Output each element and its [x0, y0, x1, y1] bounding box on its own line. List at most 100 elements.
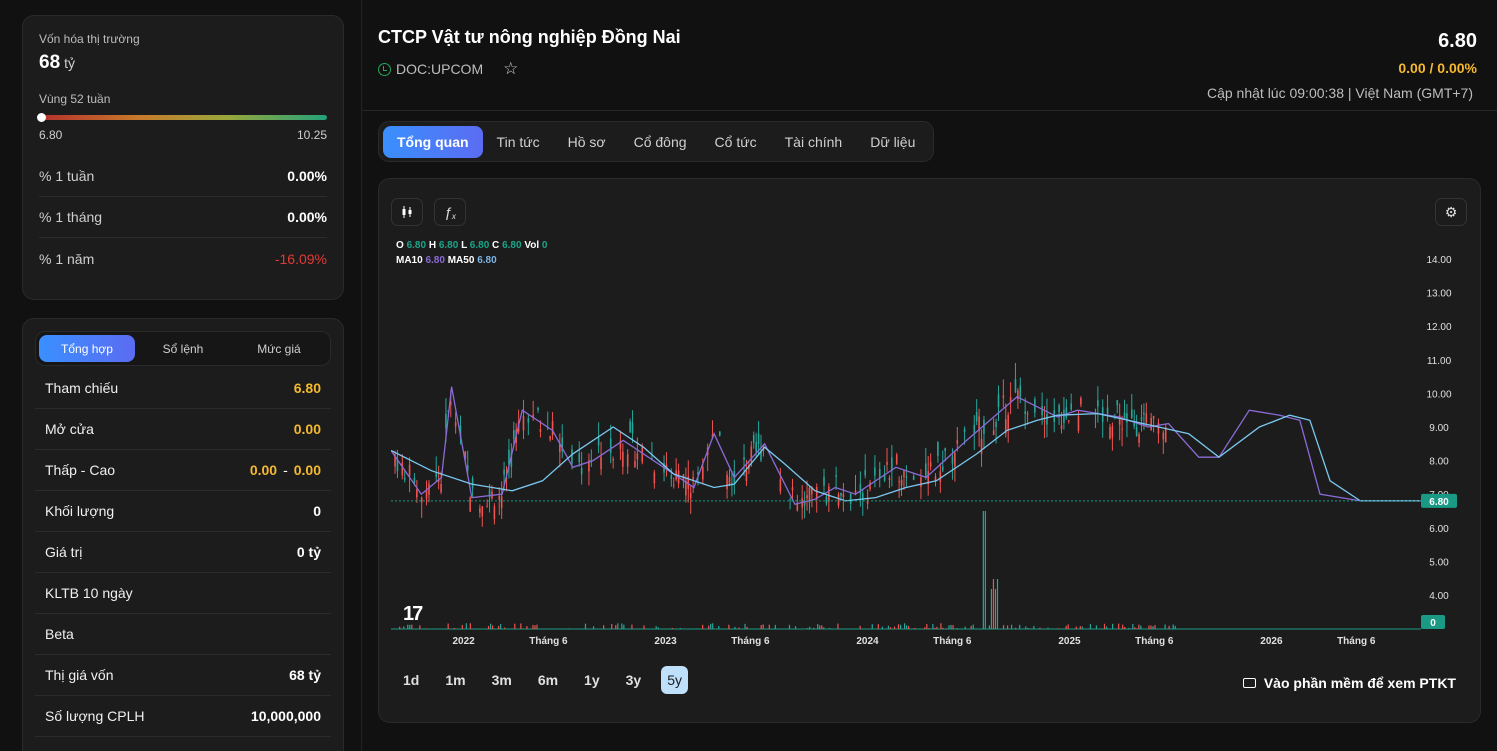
candle-body	[1111, 425, 1114, 438]
volume-bar	[829, 628, 831, 629]
tab-tin-tuc[interactable]: Tin tức	[496, 133, 540, 150]
y-tick-label: 13.00	[1426, 289, 1451, 300]
candle-body	[631, 422, 634, 434]
volume-bar	[1164, 624, 1166, 629]
range-52w-bar	[37, 113, 327, 122]
candle-body	[697, 472, 699, 475]
volume-bar	[702, 624, 704, 629]
candle-body	[588, 460, 590, 472]
volume-bar	[498, 625, 500, 629]
perf-label: % 1 tuần	[39, 168, 95, 184]
candle-body	[941, 466, 944, 471]
range-3y[interactable]: 3y	[625, 672, 642, 688]
legend-o-label: O	[396, 240, 404, 251]
updated-time: Cập nhật lúc 09:00:38 | Việt Nam (GMT+7)	[1206, 85, 1473, 101]
candle-body	[891, 457, 893, 471]
seg-tab-tong-hop[interactable]: Tổng hợp	[39, 335, 135, 362]
volume-bar	[1011, 624, 1013, 629]
row-label: Beta	[45, 626, 74, 642]
perf-value: -16.09%	[274, 250, 327, 267]
candle-body	[394, 454, 396, 467]
volume-bar	[1138, 624, 1140, 629]
candle-body	[997, 394, 1000, 407]
candle-body	[561, 437, 564, 452]
volume-bar	[1015, 627, 1017, 629]
range-1y[interactable]: 1y	[584, 672, 600, 688]
candle-body	[878, 468, 881, 478]
volume-bar	[972, 624, 974, 629]
volume-bar	[794, 626, 797, 629]
candle-body	[973, 424, 976, 435]
candle-body	[551, 420, 554, 436]
legend-l-label: L	[461, 240, 468, 251]
tab-tai-chinh[interactable]: Tài chính	[784, 133, 843, 150]
volume-bar	[1140, 625, 1142, 629]
range-3m[interactable]: 3m	[491, 672, 512, 688]
volume-bar	[837, 623, 839, 629]
row-value: 0	[313, 503, 321, 519]
volume-bar	[718, 625, 720, 629]
candle-body	[1065, 407, 1068, 418]
tab-co-dong[interactable]: Cổ đông	[633, 133, 687, 150]
candle-body	[806, 495, 808, 499]
volume-bar	[526, 626, 528, 629]
candle-body	[634, 461, 636, 467]
volume-bar	[982, 511, 984, 629]
volume-bar	[952, 624, 954, 629]
candle-body	[718, 431, 721, 437]
candle-body	[837, 494, 840, 506]
volume-bar	[809, 626, 811, 629]
tab-tong-quan[interactable]: Tổng quan	[383, 125, 483, 158]
row-beta: Beta	[35, 614, 331, 655]
candle-body	[905, 476, 908, 478]
gear-icon[interactable]: ⚙	[1435, 198, 1467, 226]
range-5y[interactable]: 5y	[661, 666, 688, 694]
volume-bar	[948, 625, 950, 629]
legend-ma50: 6.80	[477, 255, 497, 266]
row-value: 68 tỷ	[289, 667, 321, 683]
candle-body	[401, 462, 404, 476]
tab-co-tuc[interactable]: Cổ tức	[714, 133, 757, 150]
x-tick-label: Tháng 6	[1135, 636, 1174, 647]
price-chart-svg[interactable]: 14.0013.0012.0011.0010.009.008.007.006.0…	[391, 247, 1469, 652]
candle-body	[1094, 411, 1097, 413]
range-6m[interactable]: 6m	[537, 672, 559, 688]
y-tick-label: 12.00	[1426, 322, 1451, 333]
volume-bar	[695, 628, 698, 629]
volume-bar	[615, 625, 617, 629]
volume-bar	[1006, 625, 1009, 629]
candle-body	[1133, 422, 1136, 427]
candle-body	[539, 428, 542, 432]
seg-tab-muc-gia[interactable]: Mức giá	[257, 341, 301, 356]
tab-ho-so[interactable]: Hồ sơ	[567, 133, 606, 150]
volume-bar	[461, 624, 463, 629]
candle-body	[980, 438, 983, 454]
candle-body	[1152, 416, 1155, 419]
candle-body	[580, 467, 583, 475]
volume-bar	[1122, 624, 1124, 629]
candle-body	[1070, 403, 1073, 410]
candle-body	[934, 476, 937, 481]
candle-body	[888, 478, 891, 480]
star-icon[interactable]: ☆	[503, 59, 519, 78]
seg-tab-so-lenh[interactable]: Sổ lệnh	[162, 341, 204, 356]
candle-body	[1145, 413, 1148, 423]
market-cap-label: Vốn hóa thị trường	[39, 32, 140, 46]
tab-du-lieu[interactable]: Dữ liệu	[870, 133, 916, 150]
x-tick-label: 2026	[1260, 636, 1283, 647]
range-1m[interactable]: 1m	[445, 672, 466, 688]
x-tick-label: 2023	[654, 636, 677, 647]
candle-body	[1157, 422, 1160, 434]
range-1d[interactable]: 1d	[403, 672, 420, 688]
volume-bar	[871, 624, 873, 629]
open-technical-analysis-link[interactable]: Vào phần mềm để xem PTKT	[1242, 675, 1456, 691]
candle-body	[641, 447, 644, 463]
volume-bar	[1103, 623, 1106, 629]
perf-list: % 1 tuần 0.00% % 1 tháng 0.00% % 1 năm -…	[39, 156, 327, 279]
candlestick-icon[interactable]	[391, 198, 423, 226]
candle-body	[750, 446, 753, 462]
candle-body	[479, 508, 481, 513]
candle-body	[413, 477, 416, 483]
volume-bar	[1065, 625, 1067, 629]
